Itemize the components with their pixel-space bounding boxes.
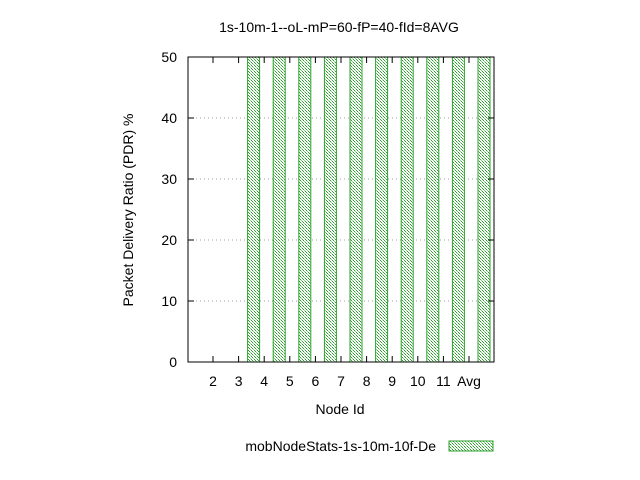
y-tick-label: 30 — [161, 171, 177, 187]
bar-7 — [349, 56, 363, 363]
bar-Avg — [477, 56, 491, 363]
bar-4 — [272, 56, 286, 363]
bar-8 — [375, 56, 389, 363]
grid-lines — [188, 117, 494, 302]
bar-11 — [451, 56, 465, 363]
x-tick-label: 6 — [312, 373, 320, 389]
x-axis-label: Node Id — [315, 401, 364, 417]
x-tick-label: 4 — [260, 373, 268, 389]
x-tick-label: 5 — [286, 373, 294, 389]
legend: mobNodeStats-1s-10m-10f-De — [245, 438, 494, 454]
bar-5 — [298, 56, 312, 363]
x-tick-label: 9 — [388, 373, 396, 389]
bars — [247, 56, 491, 363]
x-axis-ticks: 2 3 4 5 6 7 8 9 10 11 Avg — [209, 57, 481, 389]
x-tick-label: 11 — [436, 373, 451, 389]
bar-10 — [426, 56, 440, 363]
bar-6 — [323, 56, 337, 363]
y-tick-label: 50 — [161, 49, 177, 65]
x-tick-label: 3 — [235, 373, 243, 389]
bar-3 — [247, 56, 261, 363]
x-tick-label: 2 — [209, 373, 217, 389]
chart-title: 1s-10m-1--oL-mP=60-fP=40-fId=8AVG — [219, 19, 459, 35]
x-tick-label: Avg — [457, 373, 481, 389]
x-tick-label: 10 — [410, 373, 426, 389]
y-axis-label: Packet Delivery Ratio (PDR) % — [120, 114, 136, 307]
plot-frame — [187, 56, 495, 363]
y-tick-label: 10 — [161, 293, 177, 309]
bar-9 — [400, 56, 414, 363]
x-tick-label: 7 — [337, 373, 345, 389]
legend-swatch — [448, 440, 494, 452]
legend-label: mobNodeStats-1s-10m-10f-De — [245, 438, 436, 454]
y-tick-label: 0 — [169, 354, 177, 370]
y-axis-ticks: 0 10 20 30 40 50 — [161, 49, 494, 370]
y-tick-label: 40 — [161, 110, 177, 126]
y-tick-label: 20 — [161, 232, 177, 248]
x-tick-label: 8 — [363, 373, 371, 389]
